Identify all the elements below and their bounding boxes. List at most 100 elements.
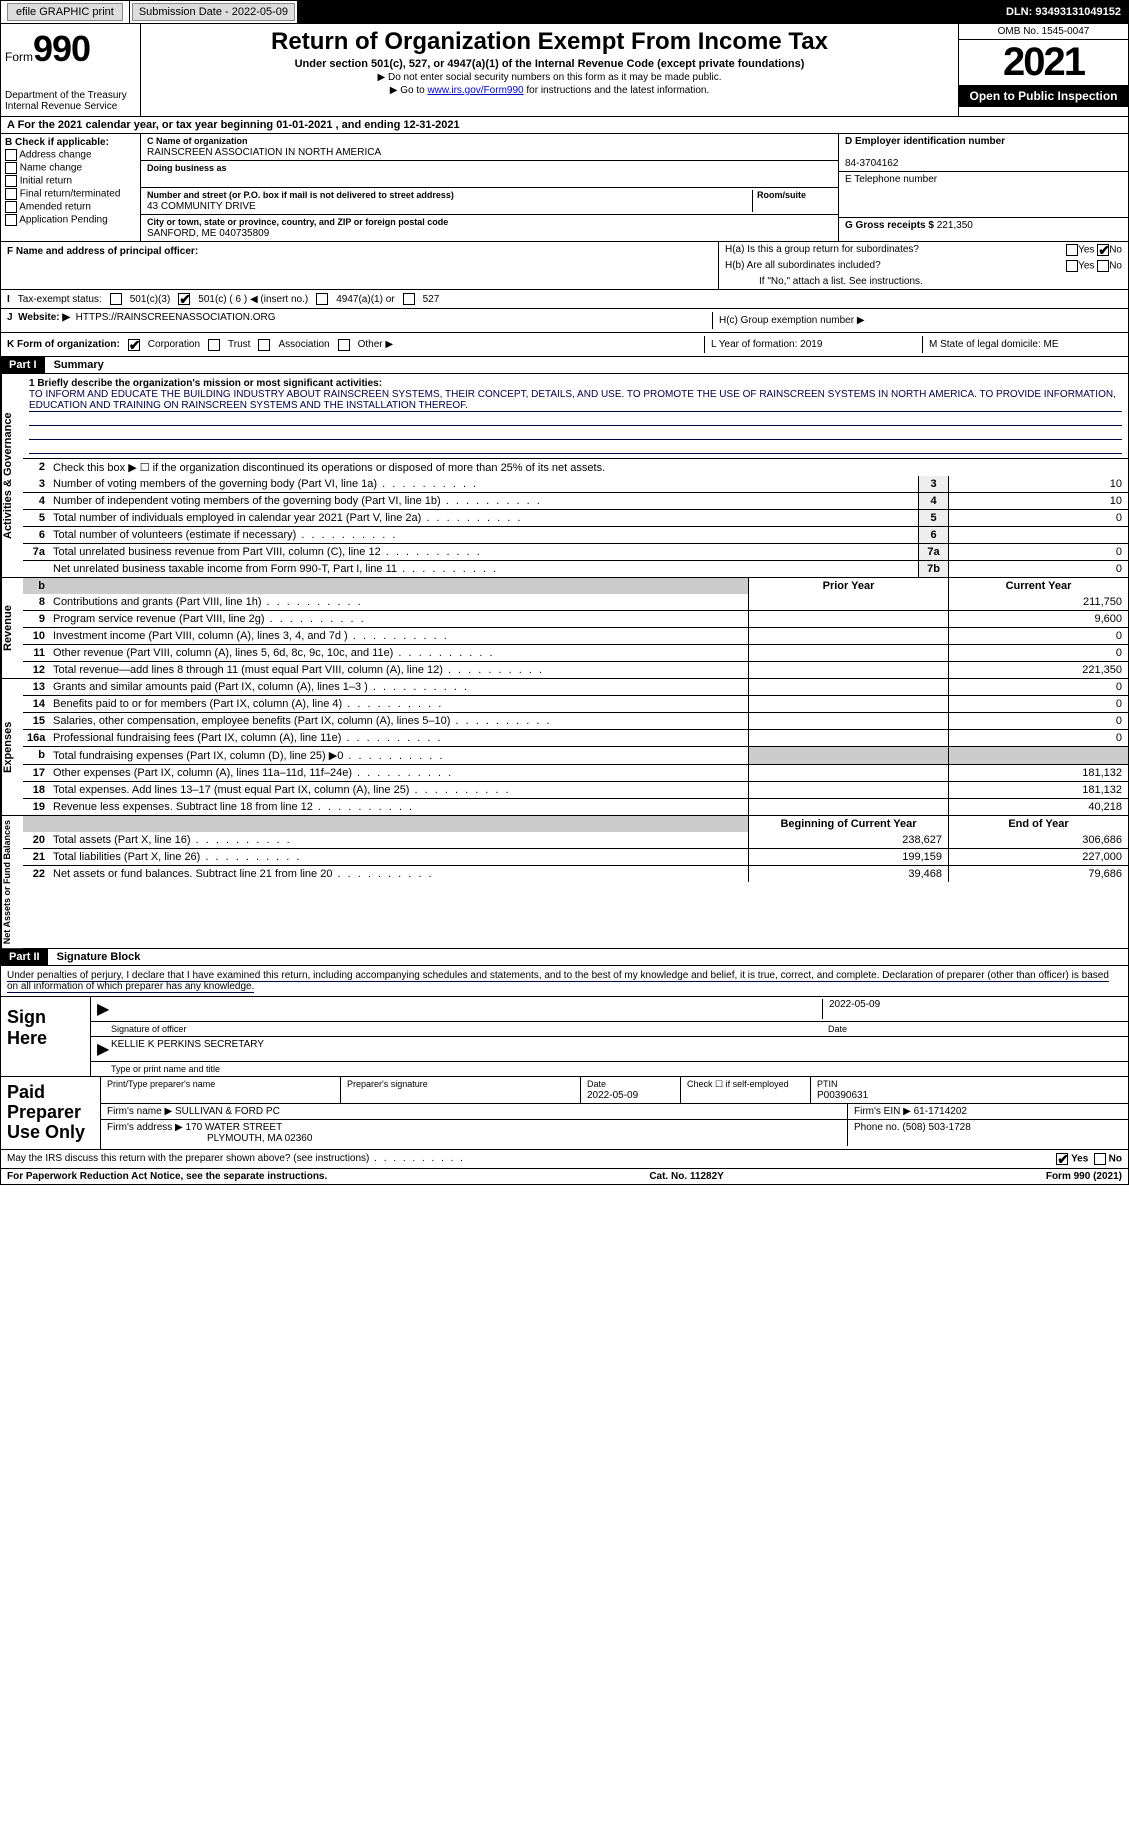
section-a-block: A For the 2021 calendar year, or tax yea… (0, 117, 1129, 357)
firm-ein: 61-1714202 (914, 1106, 967, 1117)
chk-app-pending[interactable]: Application Pending (5, 214, 136, 226)
table-row: 17Other expenses (Part IX, column (A), l… (23, 764, 1128, 781)
chk-discuss-no[interactable] (1094, 1153, 1106, 1165)
omb-number: OMB No. 1545-0047 (959, 24, 1128, 40)
form-title: Return of Organization Exempt From Incom… (149, 28, 950, 56)
chk-discuss-yes[interactable] (1056, 1153, 1068, 1165)
form-note1: ▶ Do not enter social security numbers o… (149, 72, 950, 83)
table-row: bTotal fundraising expenses (Part IX, co… (23, 746, 1128, 764)
org-address: 43 COMMUNITY DRIVE (147, 201, 256, 212)
col-b-checkboxes: B Check if applicable: Address change Na… (1, 134, 141, 241)
chk-other[interactable] (338, 339, 350, 351)
ptin: P00390631 (817, 1090, 868, 1101)
chk-501c3[interactable] (110, 293, 122, 305)
chk-4947[interactable] (316, 293, 328, 305)
efile-cell: efile GRAPHIC print (1, 1, 130, 23)
form-header: Form990 Department of the Treasury Inter… (0, 24, 1129, 117)
table-row: 12Total revenue—add lines 8 through 11 (… (23, 661, 1128, 678)
header-left: Form990 Department of the Treasury Inter… (1, 24, 141, 116)
table-row: 8Contributions and grants (Part VIII, li… (23, 594, 1128, 610)
signature-block: Under penalties of perjury, I declare th… (0, 966, 1129, 1168)
chk-amended[interactable]: Amended return (5, 201, 136, 213)
chk-assoc[interactable] (258, 339, 270, 351)
tax-year: 2021 (959, 40, 1128, 85)
chk-527[interactable] (403, 293, 415, 305)
sign-here-label: Sign Here (1, 997, 91, 1076)
discuss-question: May the IRS discuss this return with the… (7, 1153, 465, 1165)
tax-year-line: A For the 2021 calendar year, or tax yea… (1, 117, 1128, 134)
irs-link[interactable]: www.irs.gov/Form990 (427, 85, 523, 96)
table-row: 18Total expenses. Add lines 13–17 (must … (23, 781, 1128, 798)
col-c: C Name of organization RAINSCREEN ASSOCI… (141, 134, 838, 241)
table-row: 15Salaries, other compensation, employee… (23, 712, 1128, 729)
table-row: 3Number of voting members of the governi… (23, 476, 1128, 492)
page-footer: For Paperwork Reduction Act Notice, see … (0, 1169, 1129, 1185)
table-row: 14Benefits paid to or for members (Part … (23, 695, 1128, 712)
year-formation: L Year of formation: 2019 (704, 336, 914, 353)
table-row: 20Total assets (Part X, line 16)238,6273… (23, 832, 1128, 848)
table-row: 13Grants and similar amounts paid (Part … (23, 679, 1128, 695)
firm-addr1: 170 WATER STREET (186, 1122, 283, 1133)
firm-name: SULLIVAN & FORD PC (175, 1106, 280, 1117)
chk-final-return[interactable]: Final return/terminated (5, 188, 136, 200)
table-row: 10Investment income (Part VIII, column (… (23, 627, 1128, 644)
part1-title: Summary (48, 357, 110, 373)
chk-hb-yes[interactable] (1066, 260, 1078, 272)
dln: DLN: 93493131049152 (297, 1, 1128, 23)
chk-ha-yes[interactable] (1066, 244, 1078, 256)
part2-title: Signature Block (51, 949, 147, 965)
sig-date: 2022-05-09 (822, 999, 1122, 1019)
firm-phone: (508) 503-1728 (902, 1122, 970, 1133)
state-domicile: M State of legal domicile: ME (922, 336, 1122, 353)
side-activities: Activities & Governance (1, 374, 23, 577)
col-f: F Name and address of principal officer: (1, 242, 718, 289)
side-revenue: Revenue (1, 578, 23, 678)
irs-label: Internal Revenue Service (5, 101, 136, 112)
table-row: 21Total liabilities (Part X, line 26)199… (23, 848, 1128, 865)
table-row: 4Number of independent voting members of… (23, 492, 1128, 509)
part2-header: Part II (1, 949, 48, 965)
col-d: D Employer identification number 84-3704… (838, 134, 1128, 241)
topbar: efile GRAPHIC print Submission Date - 20… (0, 0, 1129, 24)
ein: 84-3704162 (845, 158, 898, 169)
table-row: 19Revenue less expenses. Subtract line 1… (23, 798, 1128, 815)
side-expenses: Expenses (1, 679, 23, 815)
submission-date: Submission Date - 2022-05-09 (132, 3, 295, 21)
open-public: Open to Public Inspection (959, 85, 1128, 107)
side-netassets: Net Assets or Fund Balances (1, 816, 23, 948)
part1-header: Part I (1, 357, 45, 373)
form-number: Form990 (5, 28, 136, 70)
chk-initial-return[interactable]: Initial return (5, 175, 136, 187)
chk-501c[interactable] (178, 293, 190, 305)
header-mid: Return of Organization Exempt From Incom… (141, 24, 958, 116)
org-name: RAINSCREEN ASSOCIATION IN NORTH AMERICA (147, 147, 381, 158)
chk-hb-no[interactable] (1097, 260, 1109, 272)
firm-addr2: PLYMOUTH, MA 02360 (107, 1133, 312, 1144)
table-row: 5Total number of individuals employed in… (23, 509, 1128, 526)
col-h: H(a) Is this a group return for subordin… (718, 242, 1128, 289)
dept-treasury: Department of the Treasury (5, 90, 136, 101)
sig-declaration: Under penalties of perjury, I declare th… (1, 966, 1128, 996)
table-row: Net unrelated business taxable income fr… (23, 560, 1128, 577)
table-row: 11Other revenue (Part VIII, column (A), … (23, 644, 1128, 661)
gross-receipts: G Gross receipts $ 221,350 (839, 218, 1128, 233)
header-right: OMB No. 1545-0047 2021 Open to Public In… (958, 24, 1128, 116)
website: HTTPS://RAINSCREENASSOCIATION.ORG (76, 312, 276, 323)
org-city: SANFORD, ME 040735809 (147, 228, 269, 239)
mission-block: 1 Briefly describe the organization's mi… (23, 374, 1128, 458)
form-note2: ▶ Go to www.irs.gov/Form990 for instruct… (149, 85, 950, 96)
table-row: 22Net assets or fund balances. Subtract … (23, 865, 1128, 882)
table-row: 16aProfessional fundraising fees (Part I… (23, 729, 1128, 746)
paid-preparer-label: Paid Preparer Use Only (1, 1077, 101, 1148)
chk-trust[interactable] (208, 339, 220, 351)
table-row: 7aTotal unrelated business revenue from … (23, 543, 1128, 560)
chk-name-change[interactable]: Name change (5, 162, 136, 174)
chk-ha-no[interactable] (1097, 244, 1109, 256)
chk-corp[interactable] (128, 339, 140, 351)
efile-print-button[interactable]: efile GRAPHIC print (7, 3, 123, 21)
table-row: 6Total number of volunteers (estimate if… (23, 526, 1128, 543)
mission-text: TO INFORM AND EDUCATE THE BUILDING INDUS… (29, 389, 1122, 412)
form-subtitle: Under section 501(c), 527, or 4947(a)(1)… (149, 58, 950, 70)
chk-address-change[interactable]: Address change (5, 149, 136, 161)
officer-name: KELLIE K PERKINS SECRETARY (111, 1039, 1122, 1059)
